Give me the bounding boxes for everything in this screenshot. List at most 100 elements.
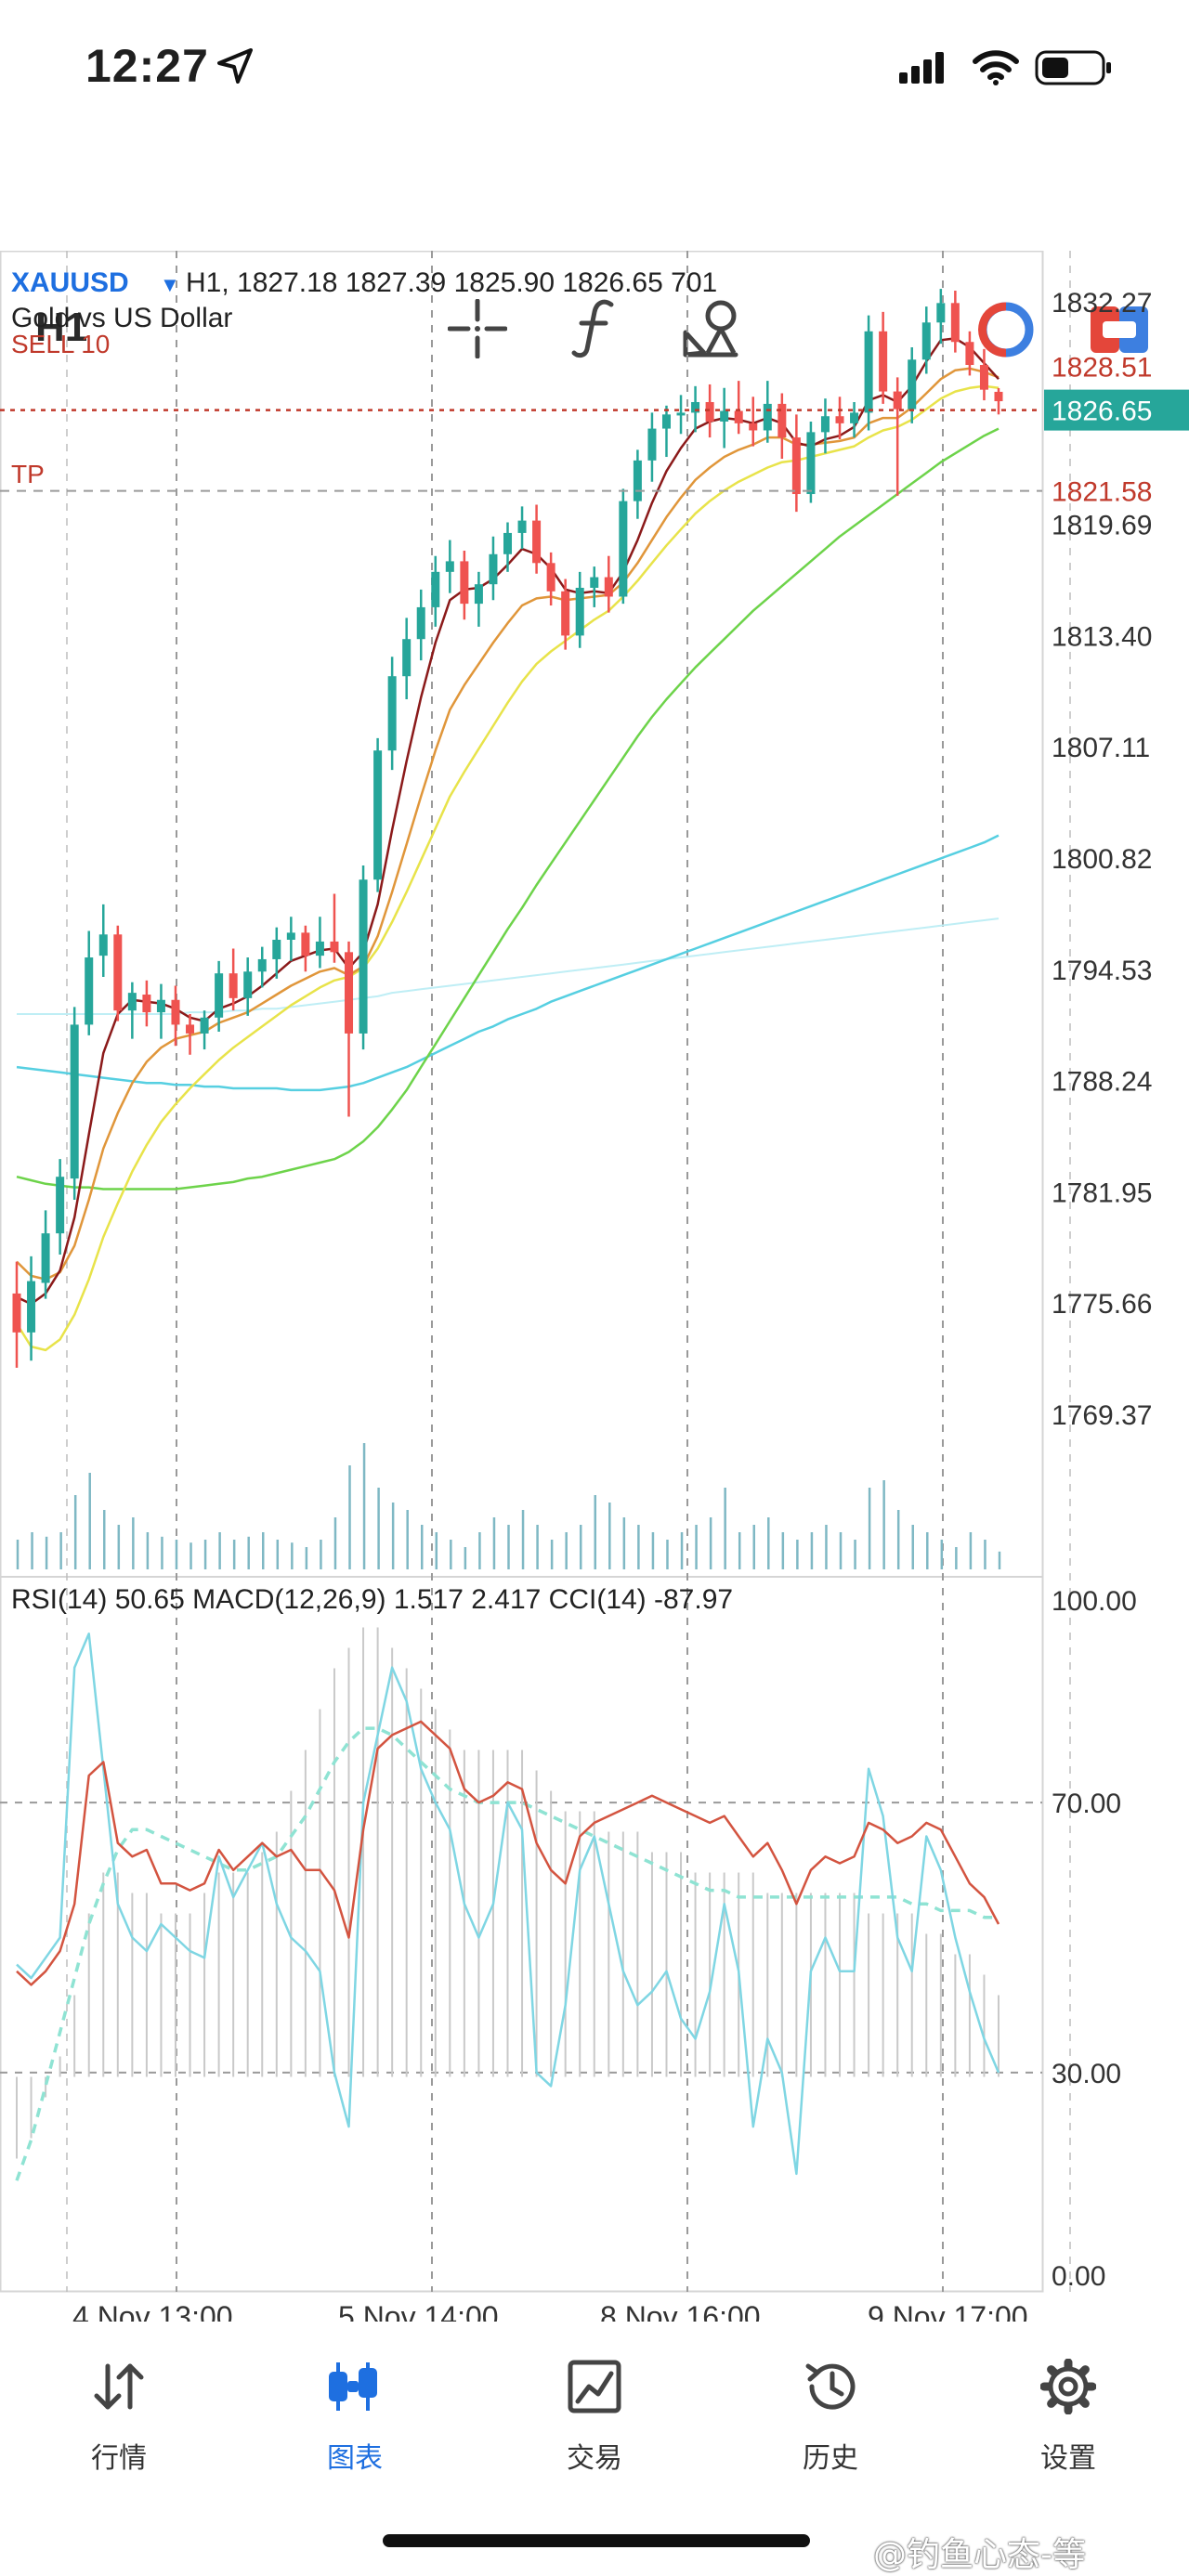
candle xyxy=(590,566,599,607)
price-tick-label: 1819.69 xyxy=(1052,511,1152,541)
indicator-tick-label: 30.00 xyxy=(1052,2059,1121,2089)
candle-body xyxy=(387,676,397,751)
candle xyxy=(820,398,830,454)
indicator-tick-label: 70.00 xyxy=(1052,1789,1121,1819)
candle xyxy=(359,865,368,1050)
indicator-lines xyxy=(15,1633,1000,2181)
ohlc-info: H1, 1827.18 1827.39 1825.90 1826.65 701 xyxy=(186,267,717,298)
price-tick-label: 1813.40 xyxy=(1052,621,1152,652)
candle-body xyxy=(445,561,454,572)
sell-order-label[interactable]: SELL 10 xyxy=(11,330,110,358)
candle-body xyxy=(127,993,137,1011)
candle xyxy=(41,1210,50,1299)
candle xyxy=(345,941,354,1117)
candle-body xyxy=(806,432,816,495)
candle-body xyxy=(661,414,671,429)
candle-body xyxy=(503,532,513,554)
indicator-f-icon[interactable] xyxy=(568,297,619,358)
candle xyxy=(619,488,628,605)
price-tick-label: 1800.82 xyxy=(1052,844,1152,875)
crosshair-icon[interactable] xyxy=(448,299,507,358)
candle-body xyxy=(517,520,527,533)
cellular-signal-icon xyxy=(899,52,944,84)
candles xyxy=(12,289,1003,1368)
trade-icon xyxy=(568,2360,621,2413)
candle-body xyxy=(749,423,758,431)
candle-body xyxy=(676,412,686,416)
candle-body xyxy=(12,1293,21,1333)
history-icon xyxy=(805,2363,856,2410)
tp-label[interactable]: TP xyxy=(11,460,45,488)
ma_mid-line xyxy=(16,367,1000,1281)
candle xyxy=(373,737,383,892)
candle-body xyxy=(113,934,123,1011)
candle xyxy=(879,311,888,404)
timeframe-button[interactable]: H1 xyxy=(35,305,88,350)
candle xyxy=(994,387,1003,415)
candle xyxy=(676,395,686,435)
tab-settings[interactable]: 设置 xyxy=(994,2331,1143,2479)
tab-trade[interactable]: 交易 xyxy=(520,2331,669,2479)
candle xyxy=(720,387,729,449)
candle xyxy=(142,980,151,1027)
candle-body xyxy=(416,606,425,640)
price-chart[interactable]: 1832.27 1819.69 1813.40 1807.11 1800.82 1794.… xyxy=(0,251,1189,2322)
indicator-axis: 100.00 70.00 30.00 0.00 xyxy=(1052,1586,1137,2292)
candle xyxy=(647,412,657,482)
candle-body xyxy=(921,322,931,360)
candle-body xyxy=(575,587,584,636)
candle xyxy=(734,381,743,435)
objects-icon[interactable] xyxy=(680,295,741,358)
candle-body xyxy=(893,391,902,410)
candle-body xyxy=(979,364,988,390)
candle xyxy=(503,522,513,572)
candle xyxy=(445,540,454,593)
candle-body xyxy=(532,520,542,564)
candle-body xyxy=(777,403,787,438)
settings-gear-icon xyxy=(1040,2359,1096,2414)
candle-body xyxy=(257,958,267,972)
tab-chart[interactable]: 图表 xyxy=(281,2331,429,2479)
candle xyxy=(791,414,801,513)
color-scheme-icon[interactable] xyxy=(977,301,1035,358)
candle-body xyxy=(70,1024,79,1179)
candle xyxy=(127,982,137,1039)
candle xyxy=(85,930,94,1035)
candle xyxy=(431,555,440,627)
candle-body xyxy=(286,932,295,940)
candle-body xyxy=(186,1024,195,1034)
candle xyxy=(850,401,859,438)
candle-body xyxy=(850,412,859,423)
candle xyxy=(315,917,324,969)
candle-body xyxy=(950,303,960,343)
tab-quotes[interactable]: 行情 xyxy=(45,2331,193,2479)
candle-body xyxy=(27,1281,36,1333)
candle-body xyxy=(705,401,714,422)
candle-body xyxy=(561,591,570,636)
one-click-trading-icon[interactable] xyxy=(1091,306,1148,353)
candle xyxy=(835,397,844,439)
tab-history[interactable]: 历史 xyxy=(756,2331,905,2479)
candle xyxy=(633,449,642,519)
candle-body xyxy=(272,939,281,959)
tp-price-label: 1821.58 xyxy=(1052,477,1152,508)
candle xyxy=(416,589,425,661)
macd-histogram xyxy=(16,1627,1000,2159)
time-axis: 4 Nov 13:00 5 Nov 14:00 8 Nov 16:00 9 Nov 1… xyxy=(72,2300,1028,2322)
candle xyxy=(12,1261,21,1368)
candle xyxy=(936,289,946,345)
symbol-name[interactable]: XAUUSD xyxy=(11,267,129,298)
indicator-tick-label: 100.00 xyxy=(1052,1586,1137,1617)
candle xyxy=(893,377,902,496)
symbol-dropdown-icon[interactable]: ▼ xyxy=(160,273,180,296)
candle-body xyxy=(460,561,469,605)
candle-body xyxy=(171,999,180,1025)
candle xyxy=(215,960,224,1033)
time-tick-label: 8 Nov 16:00 xyxy=(600,2300,761,2322)
candle xyxy=(98,904,108,977)
price-tick-label: 1832.27 xyxy=(1052,288,1152,319)
candle xyxy=(272,927,281,979)
candle-body xyxy=(431,571,440,607)
candle-body xyxy=(373,750,383,880)
candle xyxy=(908,346,917,423)
